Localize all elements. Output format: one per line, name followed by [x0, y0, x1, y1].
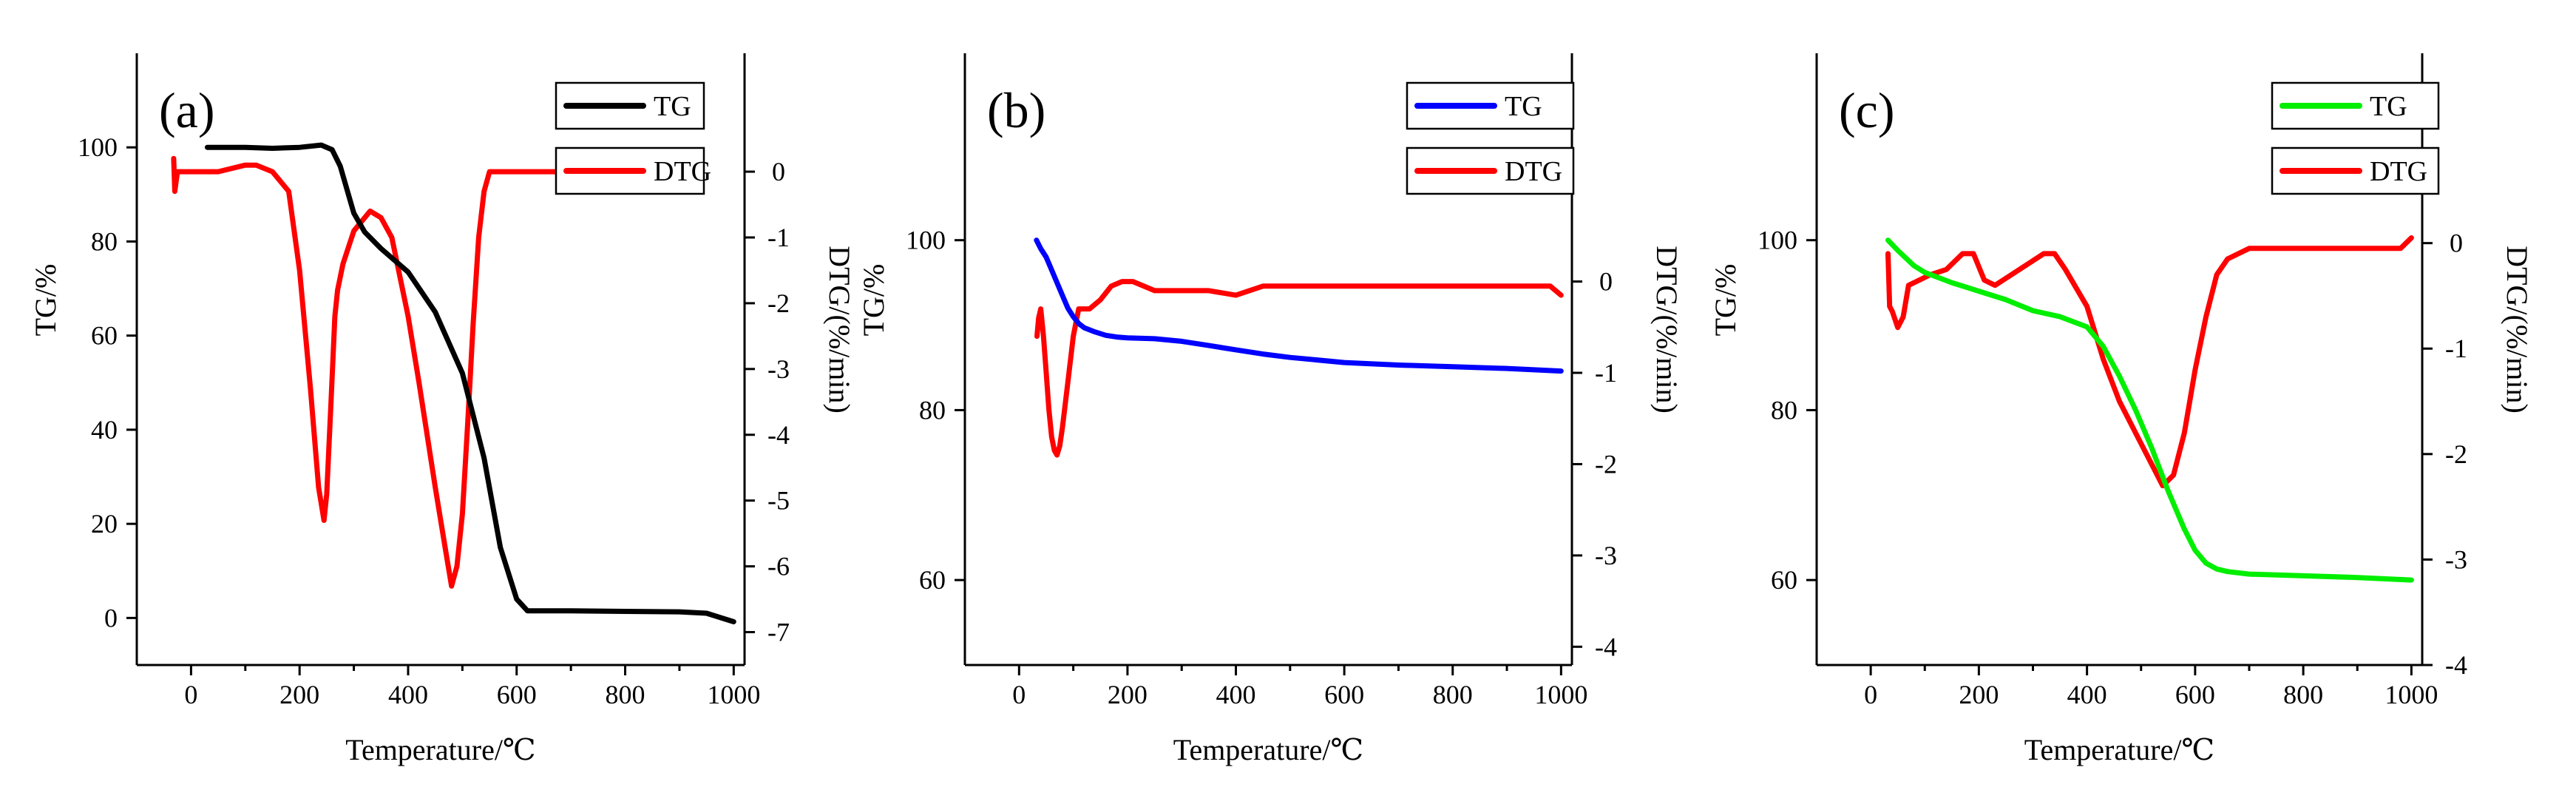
x-tick-label: 0	[184, 680, 197, 709]
x-tick-label: 400	[1216, 680, 1256, 709]
series-tg-line	[1885, 237, 2414, 583]
series-tg-line	[204, 142, 736, 624]
y-left-tick-label: 80	[919, 395, 946, 425]
y-left-tick-label: 60	[1771, 565, 1797, 595]
y-right-tick-label: 0	[2450, 229, 2463, 258]
x-tick-label: 400	[2067, 680, 2107, 709]
legend-label: TG	[654, 91, 691, 122]
x-tick-label: 600	[497, 680, 537, 709]
y-right-tick-label: -6	[767, 552, 790, 581]
x-tick-label: 800	[606, 680, 645, 709]
y-left-tick-label: 100	[906, 226, 946, 255]
x-tick-label: 600	[2175, 680, 2215, 709]
y-right-axis-title: DTG/(%/min)	[823, 246, 856, 414]
y-left-tick-label: 80	[91, 226, 118, 256]
y-left-tick-label: 100	[1758, 226, 1797, 255]
x-tick-label: 800	[2283, 680, 2323, 709]
y-left-tick-label: 0	[104, 603, 118, 632]
y-left-tick-label: 80	[1771, 395, 1797, 425]
series-dtg-line	[1885, 235, 2414, 489]
panel-label: (c)	[1839, 82, 1894, 138]
legend-item-tg: TG	[2271, 81, 2440, 130]
x-tick-label: 1000	[2385, 680, 2438, 709]
panel-c: 0 200 400 600 800 1000 Temperature/℃ 60 80 100 TG/…	[1709, 53, 2534, 766]
legend-label: DTG	[654, 156, 711, 187]
y-left-axis-title: TG/%	[1709, 264, 1742, 337]
x-tick-label: 200	[1108, 680, 1148, 709]
x-tick-label: 1000	[1534, 680, 1587, 709]
y-right-tick-label: -1	[2445, 334, 2467, 363]
y-right-tick-label: -4	[2445, 650, 2467, 680]
y-left-tick-label: 60	[919, 565, 946, 595]
x-tick-label: 200	[1959, 680, 1999, 709]
panel-label: (a)	[159, 82, 214, 138]
y-right-tick-label: -3	[767, 354, 790, 384]
x-axis-title: Temperature/℃	[345, 733, 535, 766]
y-right-tick-label: 0	[772, 157, 785, 186]
y-right-tick-label: -3	[1595, 541, 1617, 570]
legend-item-tg: TG	[555, 81, 705, 130]
legend-item-tg: TG	[1406, 81, 1575, 130]
y-left-axis-title: TG/%	[857, 264, 890, 337]
y-right-tick-label: -2	[2445, 439, 2467, 469]
x-axis-title: Temperature/℃	[2024, 733, 2214, 766]
y-left-tick-label: 20	[91, 509, 118, 539]
y-left-axis-title: TG/%	[29, 264, 62, 337]
legend-label: DTG	[2370, 156, 2427, 187]
y-right-tick-label: -2	[767, 288, 790, 318]
legend-item-dtg: DTG	[555, 146, 711, 195]
y-right-axis-title: DTG/(%/min)	[1650, 246, 1684, 414]
legend-label: TG	[1505, 91, 1542, 122]
panel-b: 0 200 400 600 800 1000 Temperature/℃ 60 80 100 TG/…	[857, 53, 1684, 766]
panel-label: (b)	[987, 82, 1045, 138]
x-tick-label: 0	[1012, 680, 1026, 709]
x-tick-label: 1000	[707, 680, 760, 709]
y-left-tick-label: 40	[91, 415, 118, 445]
y-right-tick-label: -1	[1595, 358, 1617, 388]
y-right-tick-label: -2	[1595, 449, 1617, 479]
y-right-tick-label: -3	[2445, 544, 2467, 574]
y-right-tick-label: -5	[767, 486, 790, 516]
series-tg-line	[1034, 237, 1564, 374]
y-right-axis-title: DTG/(%/min)	[2501, 246, 2534, 414]
y-right-tick-label: -4	[1595, 632, 1617, 661]
panel-a: 0 200 400 600 800 1000Temperature/℃0204060801…	[29, 53, 856, 766]
x-tick-label: 400	[388, 680, 428, 709]
legend-label: DTG	[1505, 156, 1562, 187]
x-tick-label: 800	[1433, 680, 1473, 709]
y-left-tick-label: 100	[78, 132, 118, 162]
legend-label: TG	[2370, 91, 2407, 122]
legend-item-dtg: DTG	[2271, 146, 2440, 195]
y-right-tick-label: 0	[1599, 267, 1613, 297]
y-right-tick-label: -4	[767, 420, 790, 450]
legend-item-dtg: DTG	[1406, 146, 1575, 195]
y-left-tick-label: 60	[91, 321, 118, 351]
x-tick-label: 0	[1864, 680, 1877, 709]
series-dtg-line	[171, 155, 702, 589]
series-dtg-line	[1034, 279, 1564, 458]
x-axis-title: Temperature/℃	[1173, 733, 1363, 766]
x-tick-label: 600	[1324, 680, 1364, 709]
y-right-tick-label: -1	[767, 223, 790, 252]
y-right-tick-label: -7	[767, 618, 790, 647]
x-tick-label: 200	[279, 680, 319, 709]
